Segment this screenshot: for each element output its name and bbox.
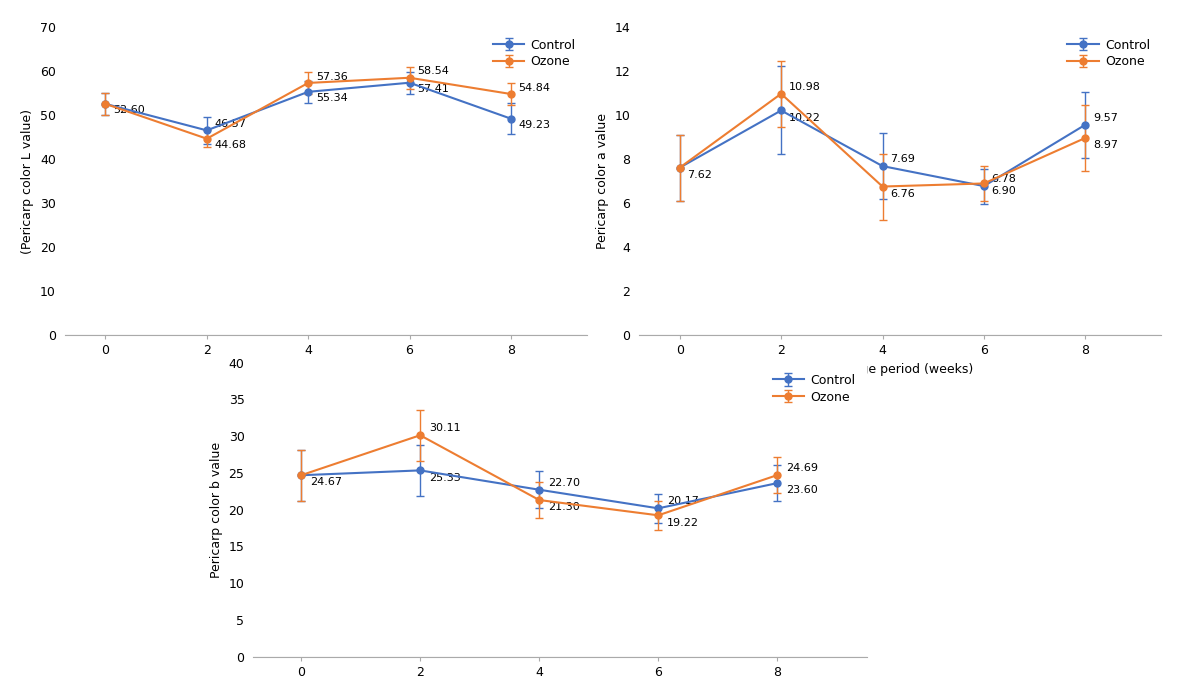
- Text: 20.17: 20.17: [667, 496, 699, 506]
- Text: 21.30: 21.30: [548, 502, 580, 512]
- Text: 25.33: 25.33: [429, 473, 461, 483]
- Text: 57.36: 57.36: [316, 72, 348, 81]
- Y-axis label: (Pericarp color L value): (Pericarp color L value): [21, 109, 34, 254]
- Text: 44.68: 44.68: [215, 140, 246, 150]
- X-axis label: Storage period (weeks): Storage period (weeks): [252, 363, 399, 376]
- Text: 6.76: 6.76: [890, 189, 915, 199]
- Text: 7.69: 7.69: [890, 154, 915, 164]
- Text: 6.90: 6.90: [992, 185, 1016, 196]
- Text: 6.78: 6.78: [992, 174, 1016, 184]
- Text: 19.22: 19.22: [667, 518, 699, 527]
- Text: 55.34: 55.34: [316, 93, 348, 103]
- Text: 10.98: 10.98: [789, 81, 821, 92]
- Y-axis label: Pericarp color b value: Pericarp color b value: [210, 441, 223, 578]
- Legend: Control, Ozone: Control, Ozone: [768, 369, 861, 408]
- Text: 24.67: 24.67: [310, 477, 342, 488]
- Text: 54.84: 54.84: [519, 83, 551, 93]
- Y-axis label: Pericarp color a value: Pericarp color a value: [595, 114, 608, 249]
- Text: 57.41: 57.41: [417, 84, 449, 94]
- Text: 23.60: 23.60: [786, 486, 818, 495]
- Text: 58.54: 58.54: [417, 66, 449, 77]
- Text: 8.97: 8.97: [1093, 140, 1118, 150]
- Text: 24.69: 24.69: [786, 463, 818, 473]
- Text: 22.70: 22.70: [548, 477, 580, 488]
- Text: 52.60: 52.60: [113, 105, 145, 115]
- Text: 46.57: 46.57: [215, 119, 246, 129]
- Text: 10.22: 10.22: [789, 113, 821, 122]
- Text: 9.57: 9.57: [1093, 113, 1118, 122]
- Text: 7.62: 7.62: [687, 170, 712, 180]
- Text: 30.11: 30.11: [429, 423, 461, 433]
- Text: 49.23: 49.23: [519, 120, 551, 130]
- X-axis label: Storage period (weeks): Storage period (weeks): [828, 363, 974, 376]
- Legend: Control, Ozone: Control, Ozone: [488, 34, 581, 73]
- Legend: Control, Ozone: Control, Ozone: [1062, 34, 1155, 73]
